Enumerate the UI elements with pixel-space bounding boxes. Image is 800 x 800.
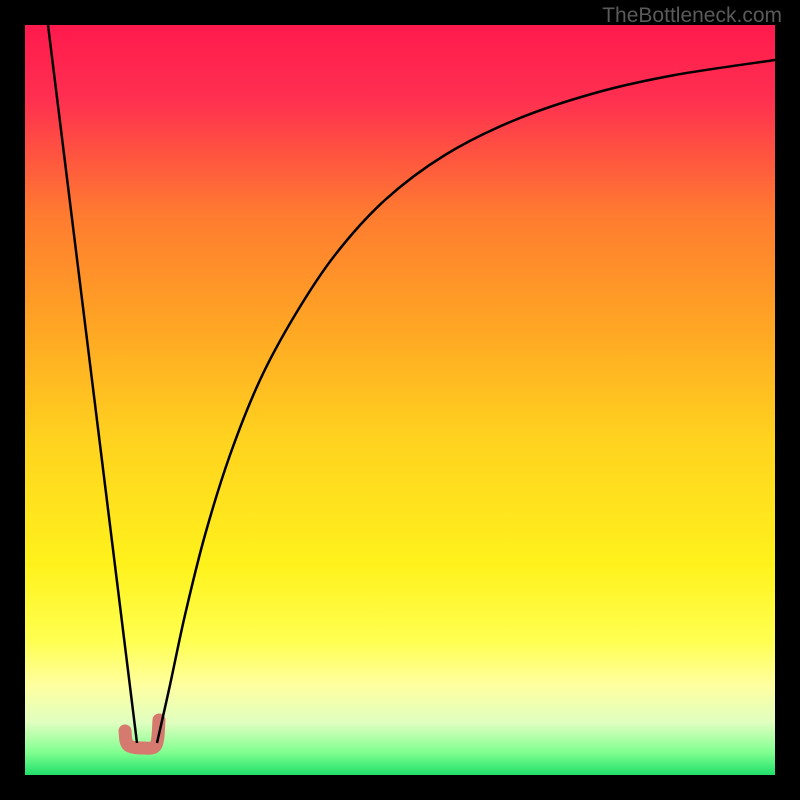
minimum-marker — [125, 720, 159, 748]
watermark-text: TheBottleneck.com — [602, 4, 782, 28]
curve-layer — [25, 25, 775, 775]
chart-container: TheBottleneck.com — [0, 0, 800, 800]
plot-area — [25, 25, 775, 775]
left-descending-line — [48, 25, 137, 743]
right-ascending-curve — [157, 60, 775, 743]
